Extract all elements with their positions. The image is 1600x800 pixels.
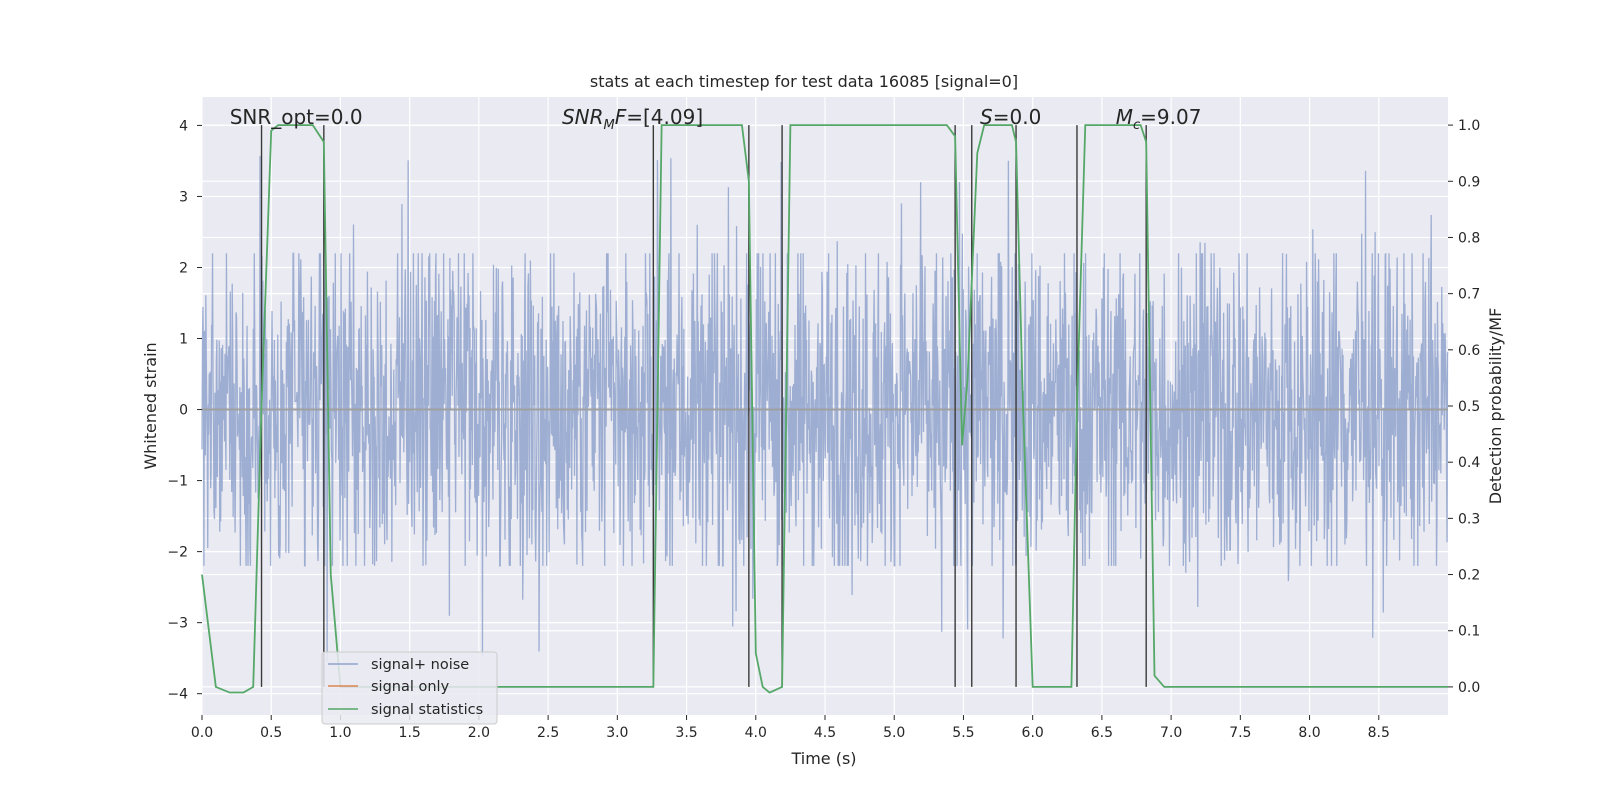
signal-noise-series (201, 155, 1449, 662)
x-tick-label: 6.0 (1022, 725, 1044, 741)
y-tick-label: −1 (167, 474, 188, 490)
y2-tick-label: 0.6 (1458, 343, 1480, 359)
signal-statistics-line (201, 124, 1448, 694)
y2-tick-label: 0.3 (1458, 511, 1480, 527)
legend-label-signal-statistics: signal statistics (371, 702, 483, 718)
x-tick-label: 2.0 (468, 725, 490, 741)
x-tick-label: 5.0 (883, 725, 905, 741)
y2-tick-label: 0.5 (1458, 399, 1480, 415)
x-tick-label: 0.0 (191, 725, 213, 741)
y2-tick-label: 1.0 (1458, 118, 1480, 134)
y-tick-label: −3 (167, 616, 188, 632)
x-tick-label: 1.0 (329, 725, 351, 741)
y-axis-left: −4 −3 −2 −1 0 1 2 3 4 (167, 118, 202, 703)
annotation-text: SNR_opt=0.0 (230, 105, 363, 129)
x-tick-label: 7.0 (1160, 725, 1182, 741)
y2-tick-label: 0.8 (1458, 230, 1480, 246)
x-tick-label: 4.0 (745, 725, 767, 741)
legend-box (321, 651, 498, 725)
y2-tick-label: 0.9 (1458, 174, 1480, 190)
y-axis-right: 0.0 0.1 0.2 0.3 0.4 0.5 0.6 0.7 0.8 0.9 1.0 (1448, 118, 1480, 696)
x-tick-label: 1.5 (399, 725, 421, 741)
annotation-text: S=0.0 (980, 105, 1041, 129)
legend-label-signal-only: signal only (371, 679, 450, 695)
y-tick-label: −4 (167, 687, 188, 703)
y-tick-label: 0 (179, 403, 188, 419)
x-tick-label: 4.5 (814, 725, 836, 741)
y-axis-label: Whitened strain (141, 342, 160, 469)
y2-tick-label: 0.7 (1458, 287, 1480, 303)
x-tick-label: 3.0 (606, 725, 628, 741)
signal-statistics-series (201, 124, 1448, 694)
x-tick-label: 0.5 (260, 725, 282, 741)
chart-title: stats at each timestep for test data 160… (590, 72, 1018, 91)
y2-axis-label: Detection probability/MF (1486, 308, 1505, 505)
y-tick-label: −2 (167, 545, 188, 561)
x-tick-label: 8.5 (1368, 725, 1390, 741)
signal-noise-line (201, 155, 1449, 662)
x-tick-label: 3.5 (675, 725, 697, 741)
x-tick-label: 8.0 (1298, 725, 1320, 741)
y2-tick-label: 0.4 (1458, 455, 1480, 471)
annotation-text: Mc=9.07 (1116, 105, 1202, 133)
y2-tick-label: 0.2 (1458, 568, 1480, 584)
y-tick-label: 2 (179, 260, 188, 276)
marker-lines (260, 125, 1147, 687)
x-tick-label: 5.5 (952, 725, 974, 741)
y-tick-label: 1 (179, 332, 188, 348)
x-axis-label: Time (s) (790, 749, 856, 768)
legend: signal+ noise signal only signal statist… (321, 651, 498, 725)
y2-tick-label: 0.1 (1458, 624, 1480, 640)
x-tick-label: 6.5 (1091, 725, 1113, 741)
annotation-text: SNRMF=[4.09] (562, 105, 703, 133)
y-tick-label: 3 (179, 189, 188, 205)
legend-label-signal-noise: signal+ noise (371, 657, 469, 673)
y-tick-label: 4 (179, 118, 188, 134)
x-tick-label: 2.5 (537, 725, 559, 741)
y2-tick-label: 0.0 (1458, 680, 1480, 696)
annotations: SNR_opt=0.0 SNRMF=[4.09] S=0.0 Mc=9.07 (230, 105, 1202, 133)
x-axis: 0.0 0.5 1.0 1.5 2.0 2.5 3.0 3.5 4.0 4.5 5.0 5.5 6.0 6… (191, 715, 1390, 741)
x-tick-label: 7.5 (1229, 725, 1251, 741)
